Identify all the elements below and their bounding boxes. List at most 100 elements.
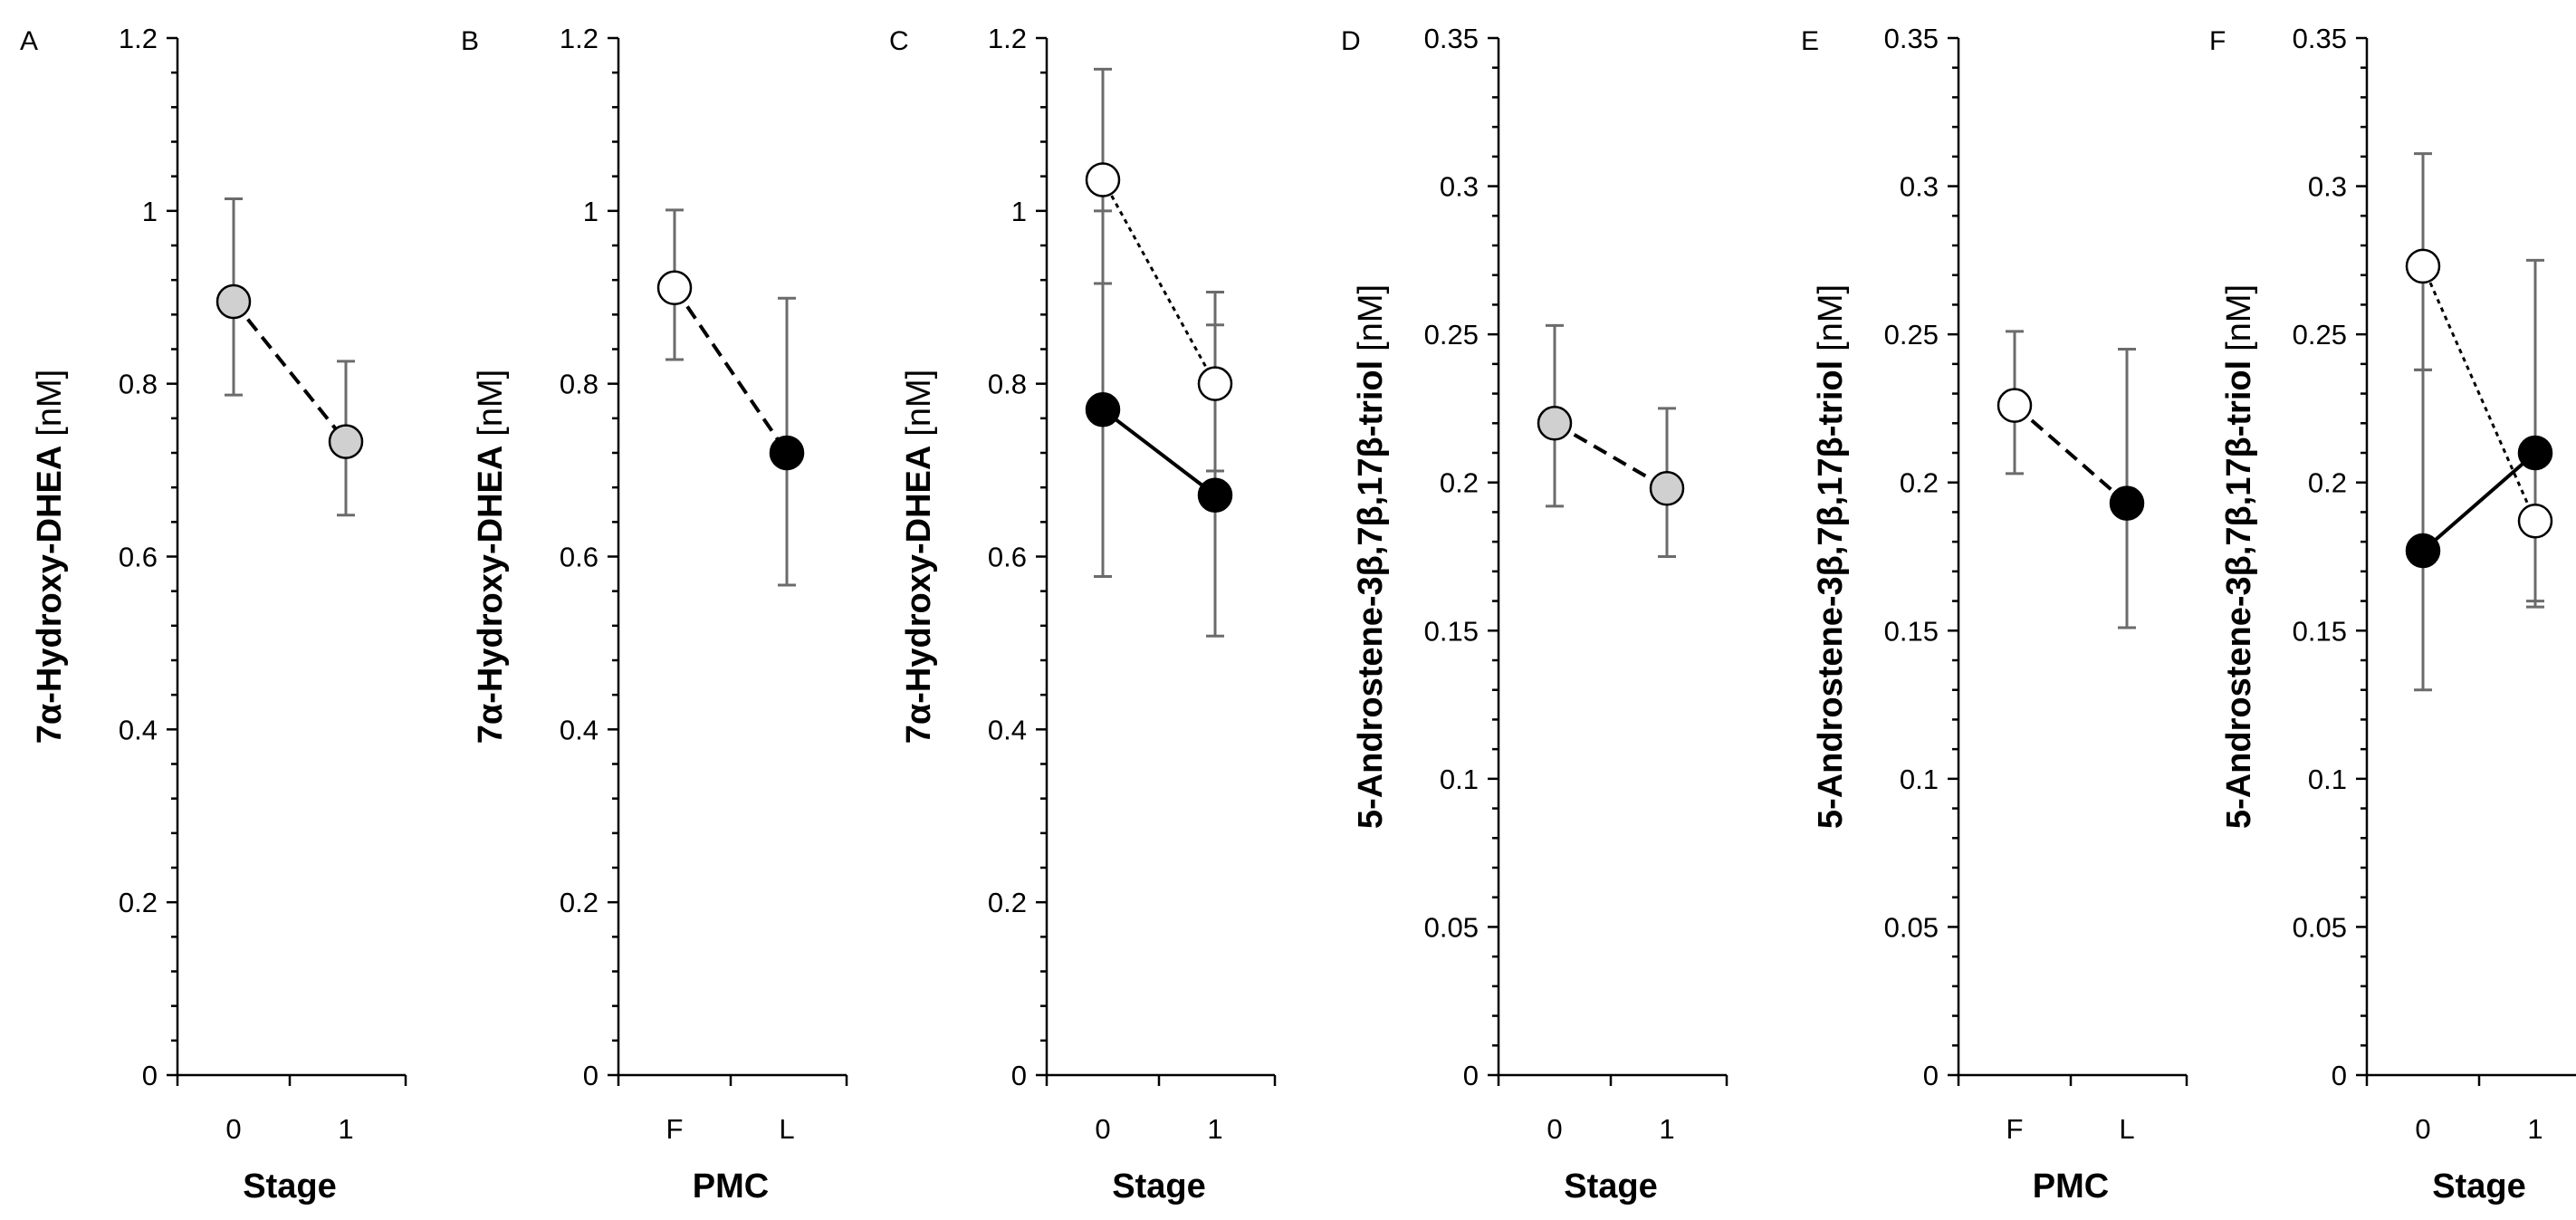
panel-b: B PMC 7α-Hydroxy-DHEA [nM] 0 0.2 0.4 0.6 0.8 1… <box>461 23 848 1206</box>
x-tick-label: 1 <box>2527 1113 2542 1145</box>
y-tick-label: 0.3 <box>2308 171 2347 203</box>
panel-letter: C <box>889 26 909 56</box>
data-point <box>656 270 693 306</box>
y-tick-label: 0.05 <box>2293 911 2347 943</box>
y-tick-label: 0 <box>1463 1060 1479 1091</box>
y-axis-title-name: 7α-Hydroxy-DHEA <box>900 446 938 744</box>
y-tick-label: 0.15 <box>1884 615 1939 647</box>
data-point <box>1085 392 1121 427</box>
data-point <box>2109 485 2145 521</box>
x-axis-title: Stage <box>243 1167 336 1206</box>
y-tick-label: 0.15 <box>2293 615 2347 647</box>
panel-a: A Stage 7α-Hydroxy-DHEA [nM] 0 0.2 0.4 0.6 0.… <box>20 23 407 1206</box>
panel-letter: F <box>2209 26 2226 56</box>
y-tick-label: 0.6 <box>560 542 599 573</box>
x-axis-title: PMC <box>693 1167 769 1206</box>
y-axis-title: 7α-Hydroxy-DHEA [nM] <box>31 370 69 744</box>
y-tick-label: 0.6 <box>119 542 158 573</box>
x-axis-title: Stage <box>1112 1167 1205 1206</box>
y-tick-label: 0 <box>1923 1060 1939 1091</box>
y-tick-label: 1.2 <box>560 23 599 54</box>
data-point <box>1997 388 2033 423</box>
panel-letter: E <box>1801 26 1819 56</box>
y-axis-title: 5-Androstene-3β,7β,17β-triol [nM] <box>1352 284 1390 829</box>
x-tick-label: F <box>2006 1113 2024 1145</box>
x-tick-label: 1 <box>1207 1113 1222 1145</box>
panel-e: E PMC 5-Androstene-3β,7β,17β-triol [nM] 0… <box>1801 23 2188 1206</box>
x-tick-label: L <box>2119 1113 2134 1145</box>
data-point <box>2517 503 2553 539</box>
y-tick-label: 0.2 <box>988 887 1027 918</box>
y-axis-title-unit: [nM] <box>472 370 510 437</box>
y-tick-label: 0.2 <box>560 887 599 918</box>
y-tick-label: 0.2 <box>1900 467 1939 499</box>
y-axis-title-unit: [nM] <box>900 370 938 437</box>
y-tick-label: 0.25 <box>1424 319 1479 351</box>
y-tick-label: 0.8 <box>119 369 158 400</box>
y-tick-label: 0.8 <box>988 369 1027 400</box>
data-point <box>328 424 364 459</box>
y-tick-label: 0.1 <box>2308 764 2347 795</box>
y-axis-title-unit: [nM] <box>31 370 69 437</box>
y-axis-title-unit: [nM] <box>2220 284 2258 351</box>
y-tick-label: 0.1 <box>1440 764 1479 795</box>
series-line <box>2013 404 2129 505</box>
y-tick-label: 0.4 <box>988 714 1027 745</box>
panel-d: D Stage 5-Androstene-3β,7β,17β-triol [nM]… <box>1341 23 1729 1206</box>
y-tick-label: 0.35 <box>2293 23 2347 54</box>
panel-letter: B <box>461 26 479 56</box>
y-tick-label: 0 <box>1011 1060 1027 1091</box>
x-tick-label: F <box>666 1113 684 1145</box>
y-axis-title-unit: [nM] <box>1352 284 1390 351</box>
y-tick-label: 0.35 <box>1884 23 1939 54</box>
y-tick-label: 0.8 <box>560 369 599 400</box>
y-tick-label: 1.2 <box>988 23 1027 54</box>
panel-f: F Stage 5-Androstene-3β,7β,17β-triol [nM]… <box>2209 23 2576 1206</box>
series-line <box>1553 421 1669 490</box>
data-point <box>1197 366 1233 401</box>
y-axis-title: 5-Androstene-3β,7β,17β-triol [nM] <box>2220 284 2258 829</box>
y-tick-label: 0 <box>583 1060 599 1091</box>
y-tick-label: 0 <box>142 1060 158 1091</box>
x-axis-title: Stage <box>1564 1167 1657 1206</box>
y-tick-label: 0.3 <box>1900 171 1939 203</box>
series-line <box>673 286 789 455</box>
y-tick-label: 0.2 <box>1440 467 1479 499</box>
y-tick-label: 0.3 <box>1440 171 1479 203</box>
data-point <box>1085 162 1121 197</box>
y-tick-label: 0.6 <box>988 542 1027 573</box>
y-axis-title: 7α-Hydroxy-DHEA [nM] <box>900 370 938 744</box>
y-axis-title: 7α-Hydroxy-DHEA [nM] <box>472 370 510 744</box>
y-axis-title: 5-Androstene-3β,7β,17β-triol [nM] <box>1812 284 1850 829</box>
y-tick-label: 0.4 <box>119 714 158 745</box>
x-tick-label: 0 <box>2415 1113 2430 1145</box>
y-tick-label: 0.2 <box>119 887 158 918</box>
x-axis-title: Stage <box>2432 1167 2525 1206</box>
y-tick-label: 1 <box>583 196 599 227</box>
panel-letter: A <box>20 26 38 56</box>
x-tick-label: L <box>779 1113 794 1145</box>
y-axis-title-name: 5-Androstene-3β,7β,17β-triol <box>1812 360 1850 829</box>
data-point <box>769 435 805 471</box>
panel-c: C Stage 7α-Hydroxy-DHEA [nM] 0 0.2 0.4 0.6 0.… <box>889 23 1277 1206</box>
data-point <box>1197 477 1233 514</box>
y-axis-title-name: 7α-Hydroxy-DHEA <box>31 446 69 744</box>
data-point <box>2405 533 2441 569</box>
y-tick-label: 0.2 <box>2308 467 2347 499</box>
x-tick-label: 1 <box>338 1113 353 1145</box>
y-tick-label: 0.25 <box>1884 319 1939 351</box>
x-axis-title: PMC <box>2033 1167 2109 1206</box>
series-line <box>1101 178 1217 385</box>
x-tick-label: 0 <box>1095 1113 1110 1145</box>
y-axis-title-name: 7α-Hydroxy-DHEA <box>472 446 510 744</box>
panel-letter: D <box>1341 26 1361 56</box>
y-tick-label: 0.35 <box>1424 23 1479 54</box>
series-line <box>2421 265 2537 522</box>
data-point <box>2405 248 2441 284</box>
x-tick-label: 0 <box>225 1113 241 1145</box>
y-axis-title-unit: [nM] <box>1812 284 1850 351</box>
y-tick-label: 0.05 <box>1884 911 1939 943</box>
y-axis-title-name: 5-Androstene-3β,7β,17β-triol <box>1352 360 1390 829</box>
data-point <box>2517 435 2553 471</box>
